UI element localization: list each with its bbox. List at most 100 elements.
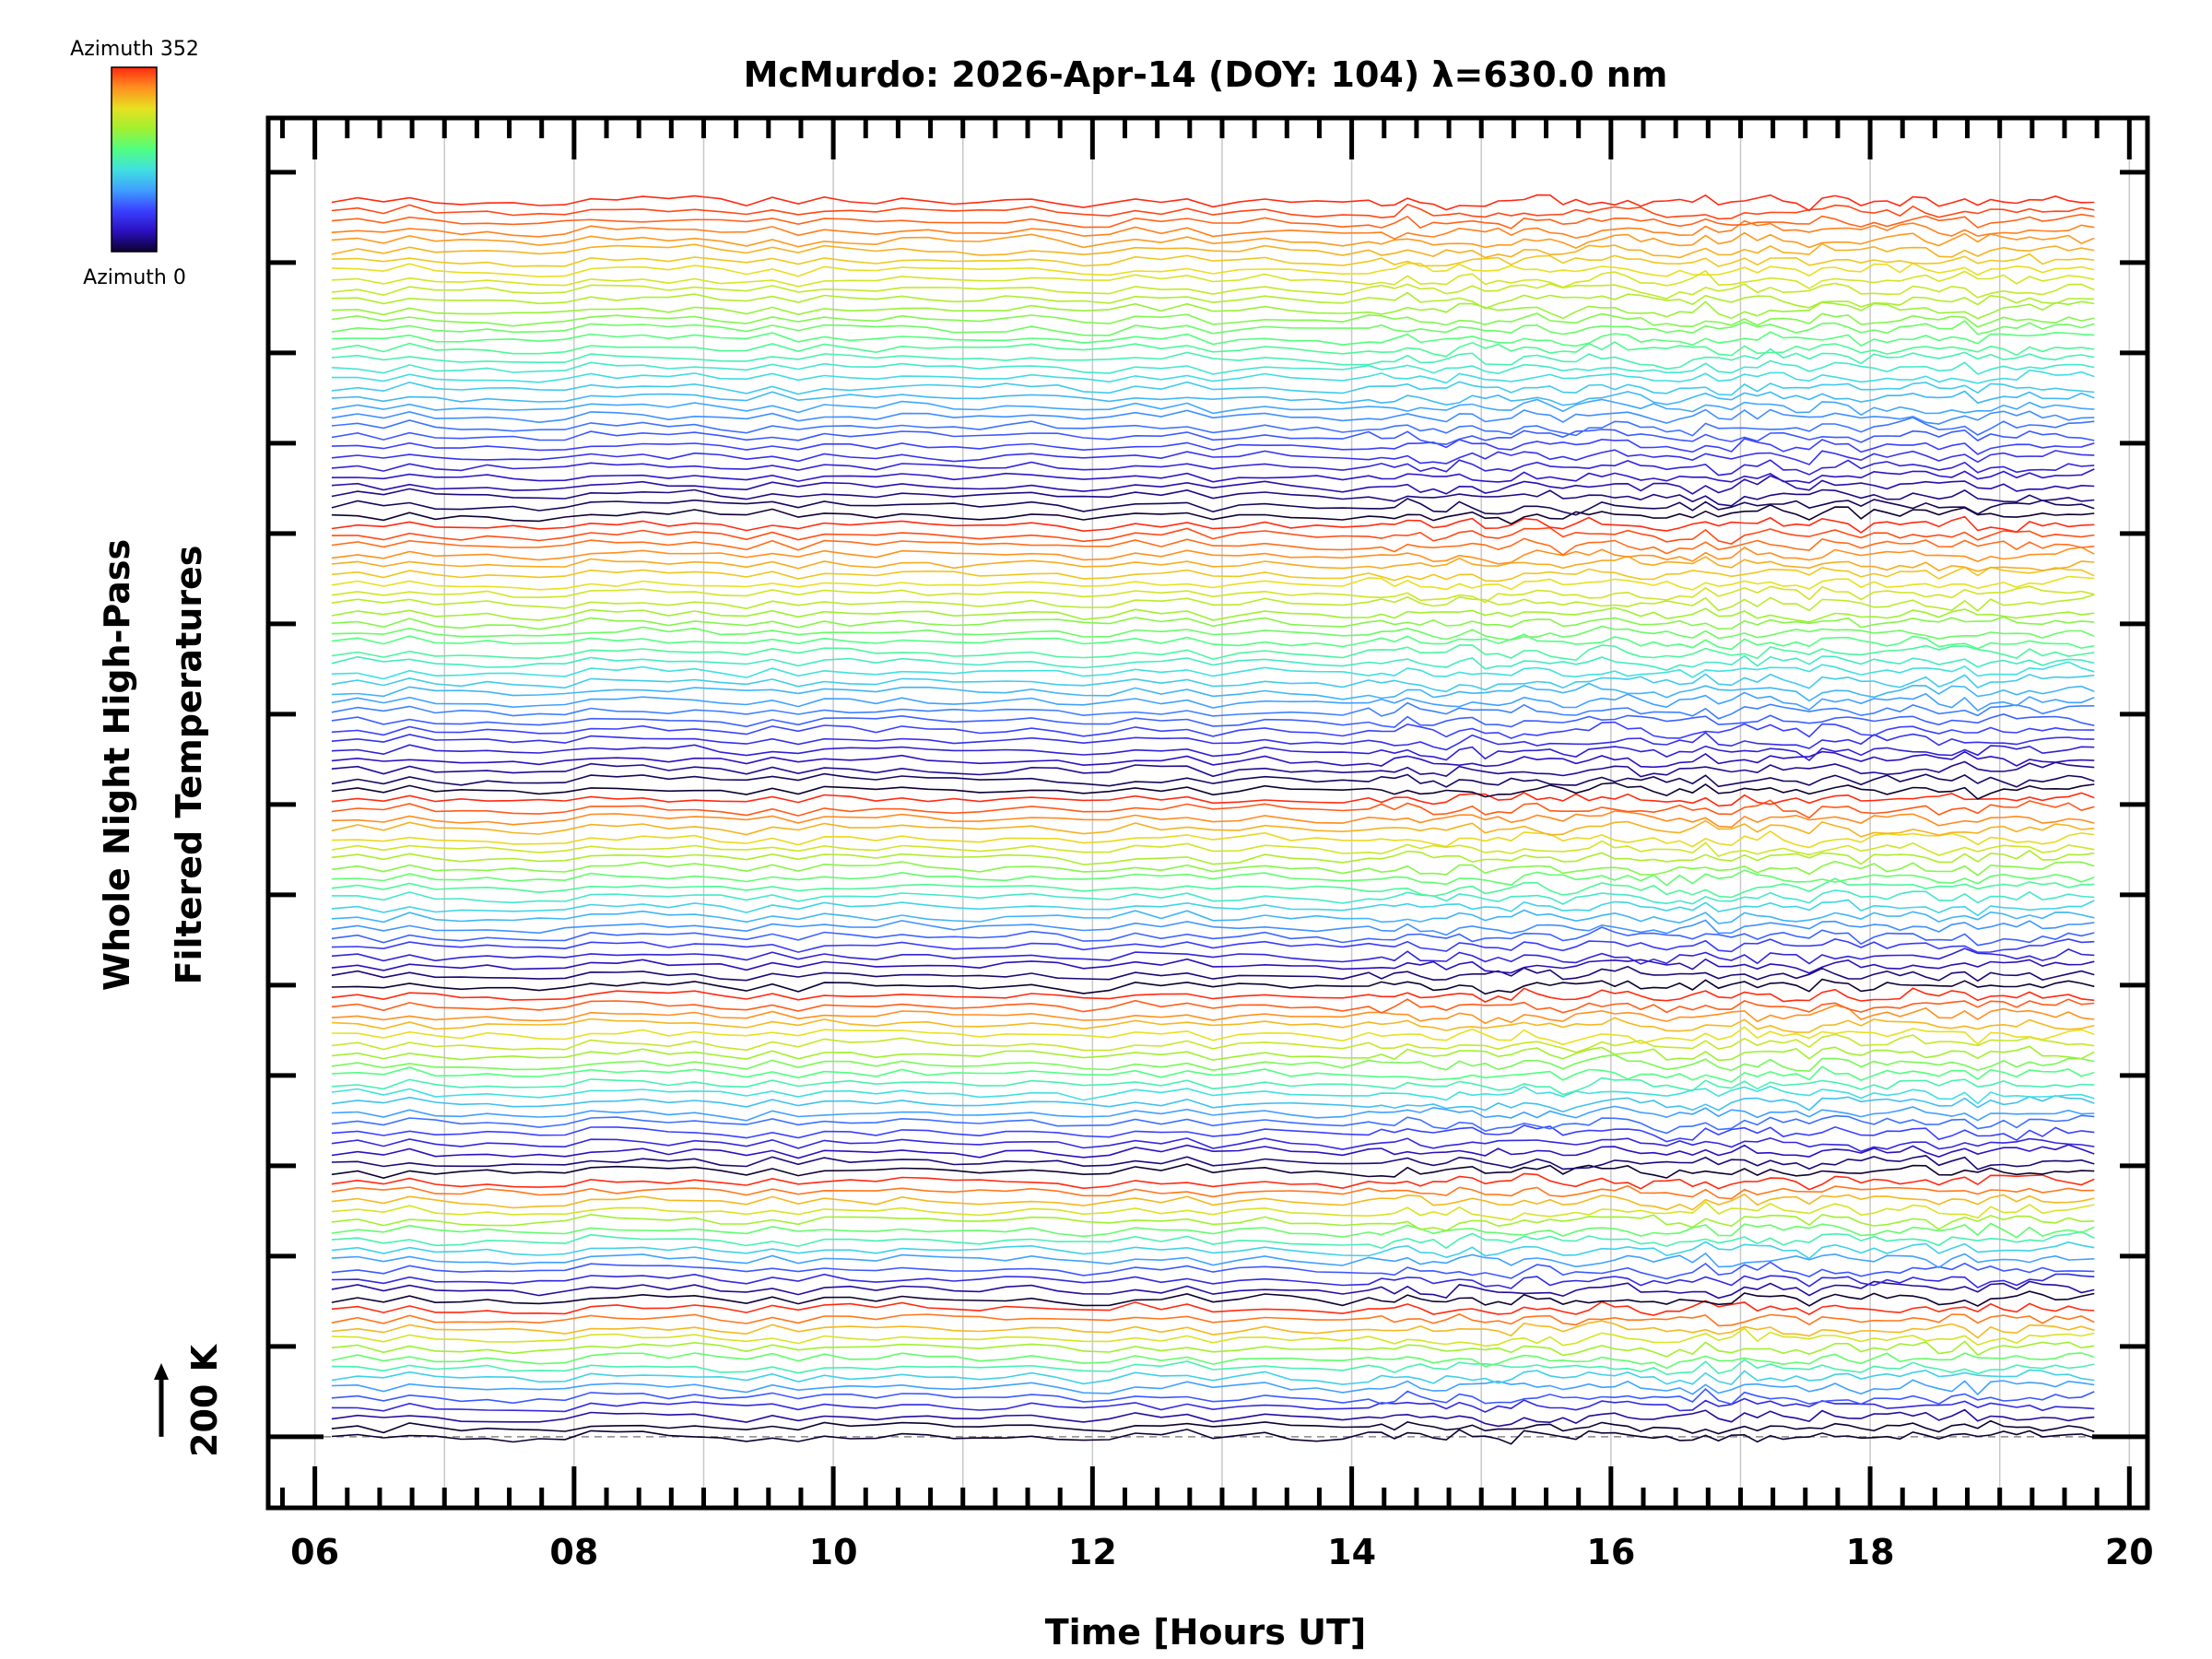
trace xyxy=(331,555,2095,572)
trace xyxy=(331,1213,2095,1232)
trace xyxy=(331,515,2095,534)
x-tick-label: 06 xyxy=(290,1532,339,1572)
trace xyxy=(331,1230,2095,1250)
trace xyxy=(331,1352,2095,1370)
x-tick-label: 08 xyxy=(549,1532,598,1572)
y-axis-label-line2: Filtered Temperatures xyxy=(169,546,209,985)
trace xyxy=(331,877,2095,899)
trace xyxy=(331,772,2095,788)
trace xyxy=(331,1379,2095,1396)
trace xyxy=(331,840,2095,857)
trace xyxy=(331,1241,2095,1260)
trace xyxy=(331,654,2095,672)
trace xyxy=(331,341,2095,358)
x-tick-label: 10 xyxy=(809,1532,858,1572)
trace xyxy=(331,1359,2095,1376)
y-axis-label-line1: Whole Night High-Pass xyxy=(97,539,137,991)
trace xyxy=(331,242,2095,259)
trace xyxy=(331,408,2095,425)
trace xyxy=(331,320,2095,336)
trace xyxy=(331,731,2095,751)
trace xyxy=(331,526,2095,545)
trace xyxy=(331,1273,2095,1289)
trace xyxy=(331,546,2095,565)
scale-bar: 200 K xyxy=(154,1343,225,1457)
trace xyxy=(331,701,2095,720)
trace xyxy=(331,958,2095,974)
trace xyxy=(331,1172,2095,1191)
trace xyxy=(331,1144,2095,1159)
trace xyxy=(331,269,2095,289)
trace xyxy=(331,1184,2095,1200)
trace xyxy=(331,566,2095,582)
trace xyxy=(331,449,2095,465)
trace xyxy=(331,810,2095,829)
trace xyxy=(331,1369,2095,1385)
trace xyxy=(331,909,2095,924)
axis-ticks xyxy=(268,118,2147,1508)
trace xyxy=(331,830,2095,849)
trace xyxy=(331,291,2095,310)
trace xyxy=(331,1085,2095,1105)
trace xyxy=(331,1065,2095,1083)
trace xyxy=(331,219,2095,241)
trace xyxy=(331,1397,2095,1413)
trace xyxy=(331,488,2095,507)
trace xyxy=(331,1252,2095,1269)
trace xyxy=(331,1408,2095,1428)
trace xyxy=(331,1136,2095,1153)
trace xyxy=(331,987,2095,1003)
trace xyxy=(331,750,2095,769)
trace xyxy=(331,1201,2095,1221)
trace xyxy=(331,792,2095,807)
trace xyxy=(331,331,2095,347)
colorbar-bottom-label: Azimuth 0 xyxy=(83,266,186,289)
chart-title: McMurdo: 2026-Apr-14 (DOY: 104) λ=630.0 … xyxy=(744,54,1668,95)
trace xyxy=(331,625,2095,641)
colorbar-legend: Azimuth 352 Azimuth 0 xyxy=(70,38,199,289)
trace xyxy=(331,926,2095,947)
colorbar-top-label: Azimuth 352 xyxy=(70,38,199,61)
trace xyxy=(331,819,2095,838)
x-tick-labels: 06 08 10 12 14 16 18 20 xyxy=(290,1532,2154,1572)
trace xyxy=(331,1320,2095,1339)
trace xyxy=(331,938,2095,954)
trace xyxy=(331,1261,2095,1280)
trace xyxy=(331,300,2095,320)
x-tick-label: 14 xyxy=(1327,1532,1376,1572)
trace xyxy=(331,213,2095,229)
trace xyxy=(331,799,2095,819)
trace xyxy=(331,616,2095,630)
trace xyxy=(331,1077,2095,1096)
scale-bar-label: 200 K xyxy=(184,1343,225,1457)
trace xyxy=(331,417,2095,437)
trace xyxy=(331,398,2095,417)
trace xyxy=(331,1045,2095,1062)
trace xyxy=(331,899,2095,917)
trace xyxy=(331,1312,2095,1327)
trace xyxy=(331,194,2095,212)
trace xyxy=(331,498,2095,516)
trace xyxy=(331,1280,2095,1300)
trace xyxy=(331,459,2095,477)
trace xyxy=(331,504,2095,525)
trace xyxy=(331,1388,2095,1406)
trace xyxy=(331,1163,2095,1180)
x-axis-label: Time [Hours UT] xyxy=(1045,1612,1367,1653)
trace xyxy=(331,1105,2095,1122)
trace xyxy=(331,594,2095,612)
trace xyxy=(331,390,2095,406)
trace xyxy=(331,860,2095,877)
x-tick-label: 12 xyxy=(1068,1532,1117,1572)
trace xyxy=(331,1033,2095,1053)
trace xyxy=(331,1340,2095,1358)
trace xyxy=(331,1155,2095,1171)
trace xyxy=(331,1094,2095,1113)
x-tick-label: 20 xyxy=(2105,1532,2154,1572)
x-tick-label: 18 xyxy=(1846,1532,1895,1572)
trace xyxy=(331,691,2095,712)
trace xyxy=(331,282,2095,300)
trace xyxy=(331,661,2095,680)
trace xyxy=(331,381,2095,396)
